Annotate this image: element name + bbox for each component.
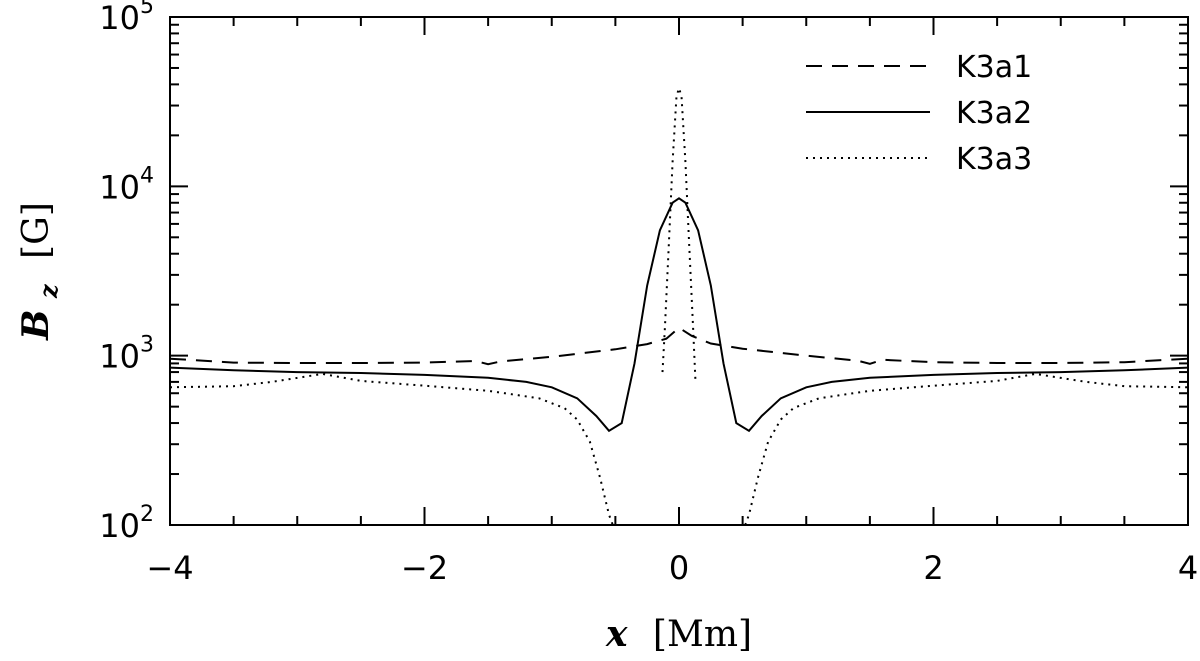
- x-tick-label: 0: [669, 549, 689, 587]
- series-line-K3a3: [169, 372, 614, 526]
- axis-ticks: [169, 16, 1189, 526]
- plot-frame: [169, 16, 1189, 526]
- series-line-K3a3: [744, 372, 1189, 526]
- y-tick-base: 10: [99, 338, 140, 376]
- y-tick-exponent: 3: [140, 333, 154, 358]
- x-axis-unit: [Mm]: [653, 614, 752, 655]
- y-tick-exponent: 4: [140, 163, 154, 188]
- y-axis-unit: [G]: [16, 202, 57, 259]
- y-tick-exponent: 5: [140, 0, 154, 19]
- x-axis-label: x [Mm]: [605, 613, 752, 655]
- x-tick-label: −4: [146, 549, 193, 587]
- legend-label-K3a3: K3a3: [956, 142, 1032, 177]
- y-axis-label: B z [G]: [15, 202, 66, 341]
- series-lines: [169, 84, 1189, 526]
- y-tick-base: 10: [99, 168, 140, 206]
- y-tick-label: 104: [99, 163, 154, 206]
- y-tick-label: 105: [99, 0, 154, 37]
- y-tick-label: 102: [99, 502, 154, 545]
- series-line-K3a1: [169, 326, 1189, 366]
- series-line-K3a2: [169, 197, 1189, 433]
- y-axis-variable: B: [15, 309, 57, 340]
- legend-label-K3a2: K3a2: [956, 96, 1032, 131]
- y-tick-label: 103: [99, 333, 154, 376]
- legend: K3a1 K3a2 K3a3: [806, 50, 1032, 177]
- legend-label-K3a1: K3a1: [956, 50, 1032, 85]
- y-tick-exponent: 2: [140, 502, 154, 527]
- y-axis-subscript: z: [34, 283, 63, 299]
- y-tick-base: 10: [99, 0, 140, 37]
- x-tick-label: −2: [401, 549, 448, 587]
- x-axis-variable: x: [605, 613, 628, 655]
- y-tick-base: 10: [99, 507, 140, 545]
- series-line-K3a3: [661, 84, 697, 382]
- x-tick-label: 4: [1178, 549, 1198, 587]
- x-tick-label: 2: [923, 549, 943, 587]
